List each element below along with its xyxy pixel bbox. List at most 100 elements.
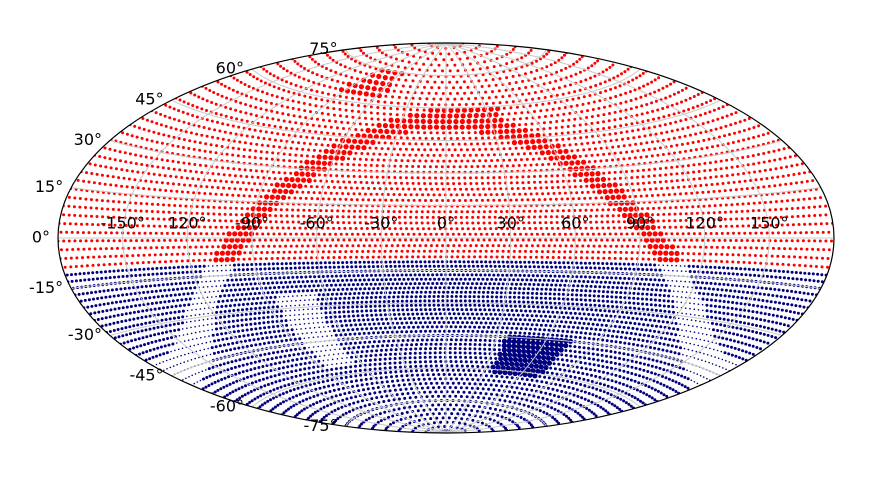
- data-point: [586, 141, 590, 145]
- data-point: [458, 421, 461, 425]
- data-point: [630, 122, 634, 126]
- data-point: [355, 144, 361, 150]
- data-point: [683, 375, 687, 379]
- data-point: [351, 408, 355, 412]
- data-point: [363, 104, 367, 108]
- data-point: [670, 232, 674, 236]
- data-point: [583, 384, 587, 388]
- data-point: [304, 184, 308, 188]
- data-point: [161, 166, 165, 170]
- data-point: [180, 190, 184, 194]
- data-point: [264, 130, 268, 134]
- data-point: [204, 86, 208, 90]
- data-point: [734, 239, 738, 242]
- data-point: [470, 165, 474, 169]
- data-point: [535, 232, 539, 236]
- data-point: [721, 182, 725, 185]
- data-point: [508, 356, 514, 362]
- data-point: [149, 231, 153, 235]
- data-point: [244, 212, 251, 218]
- data-point: [663, 257, 669, 263]
- data-point: [260, 251, 264, 254]
- data-point: [420, 142, 424, 146]
- data-point: [674, 206, 678, 209]
- data-point: [638, 374, 641, 378]
- data-point: [646, 231, 653, 237]
- data-point: [321, 197, 325, 201]
- data-point: [269, 369, 273, 373]
- data-point: [504, 123, 510, 129]
- data-point: [212, 212, 216, 216]
- data-point: [657, 116, 661, 120]
- data-point: [564, 349, 568, 352]
- data-point: [793, 231, 797, 235]
- data-point: [448, 221, 452, 225]
- data-point: [699, 184, 703, 187]
- data-point: [605, 354, 608, 358]
- data-point: [417, 249, 421, 253]
- data-point: [476, 215, 480, 219]
- data-point: [338, 348, 341, 350]
- data-point: [532, 384, 536, 388]
- data-point: [322, 359, 325, 362]
- data-point: [123, 151, 127, 155]
- data-point: [395, 393, 399, 397]
- data-point: [463, 244, 467, 248]
- data-point: [595, 387, 599, 391]
- data-point: [174, 175, 178, 179]
- data-point: [460, 364, 464, 368]
- data-point: [147, 129, 151, 133]
- data-point: [142, 187, 146, 190]
- data-point: [299, 362, 303, 366]
- data-point: [248, 257, 252, 261]
- data-point: [103, 156, 107, 160]
- data-point: [566, 131, 570, 135]
- data-point: [411, 338, 415, 342]
- data-point: [680, 100, 683, 104]
- data-point: [207, 219, 211, 222]
- data-point: [776, 254, 780, 258]
- data-point: [196, 381, 199, 383]
- data-point: [177, 245, 181, 249]
- data-point: [193, 163, 197, 166]
- data-point: [394, 83, 398, 87]
- data-point: [540, 350, 546, 356]
- data-point: [510, 60, 514, 64]
- data-point: [673, 192, 677, 196]
- data-point: [405, 410, 409, 414]
- data-point: [721, 116, 724, 120]
- data-point: [743, 231, 747, 235]
- data-point: [813, 214, 817, 217]
- data-point: [78, 214, 82, 218]
- data-point: [478, 227, 481, 231]
- data-point: [398, 365, 402, 369]
- data-point: [379, 353, 383, 357]
- data-point: [533, 215, 536, 219]
- data-point: [654, 365, 658, 369]
- data-point: [316, 117, 319, 121]
- data-point: [223, 84, 227, 88]
- data-point: [708, 161, 712, 165]
- data-point: [649, 237, 655, 243]
- data-point: [391, 414, 395, 418]
- data-point: [356, 77, 359, 81]
- data-point: [547, 376, 551, 380]
- data-point: [294, 369, 298, 373]
- data-point: [363, 91, 369, 97]
- data-point: [136, 170, 140, 174]
- data-point: [209, 143, 213, 147]
- data-point: [679, 219, 682, 222]
- data-point: [657, 225, 661, 229]
- data-point: [384, 353, 388, 357]
- data-point: [577, 238, 581, 242]
- data-point: [136, 253, 140, 257]
- data-point: [242, 357, 246, 361]
- data-point: [370, 92, 376, 98]
- data-point: [300, 154, 304, 158]
- data-point: [499, 360, 505, 366]
- data-point: [570, 149, 574, 153]
- data-point: [429, 232, 433, 236]
- data-point: [462, 249, 466, 253]
- data-point: [507, 380, 511, 384]
- data-point: [268, 389, 272, 393]
